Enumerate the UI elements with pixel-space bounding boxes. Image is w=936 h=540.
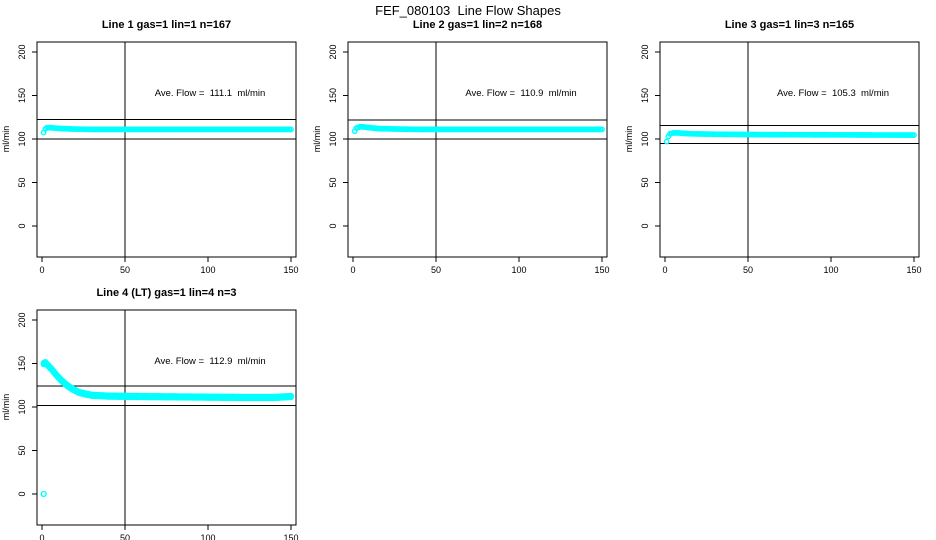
y-tick-label: 100 <box>328 131 338 146</box>
plot-canvas-line-3: 0 50 100 150 0 50 100 150 200 ml/min <box>624 41 922 275</box>
reference-lines <box>660 42 919 257</box>
subplot-title: Line 4 (LT) gas=1 lin=4 n=3 <box>96 287 237 299</box>
subplot-title: Line 1 gas=1 lin=1 n=167 <box>101 19 232 31</box>
y-axis-label: ml/min <box>1 394 11 421</box>
y-tick-label: 150 <box>328 88 338 103</box>
plot-box <box>659 41 920 258</box>
y-tick-label: 200 <box>17 312 27 327</box>
x-tick-label: 0 <box>350 265 355 275</box>
y-tick-label: 50 <box>640 177 650 187</box>
x-tick-label: 150 <box>283 265 298 275</box>
x-tick-label: 0 <box>39 265 44 275</box>
x-tick-label: 100 <box>200 533 215 540</box>
y-tick-label: 0 <box>328 223 338 228</box>
y-tick-label: 50 <box>17 177 27 187</box>
outlier-point <box>40 490 47 498</box>
y-tick-label: 200 <box>640 44 650 59</box>
x-tick-label: 0 <box>39 533 44 540</box>
subplot-title: Line 3 gas=1 lin=3 n=165 <box>724 19 855 31</box>
x-tick-label: 50 <box>743 265 753 275</box>
x-axis-ticks: 0 50 100 150 <box>662 257 922 275</box>
x-axis-ticks: 0 50 100 150 <box>39 525 299 540</box>
plot-canvas-line-2: 0 50 100 150 0 50 100 150 200 ml/min <box>312 41 610 275</box>
x-tick-label: 100 <box>511 265 526 275</box>
ave-flow-annotation: Ave. Flow = 112.9 ml/min <box>154 356 266 367</box>
x-axis-ticks: 0 50 100 150 <box>39 257 299 275</box>
data-point <box>288 126 294 133</box>
plot-canvas-line-1: 0 50 100 150 0 50 100 150 200 ml/min <box>1 41 299 275</box>
data-series <box>351 123 605 135</box>
y-axis-label: ml/min <box>624 126 634 153</box>
y-tick-label: 0 <box>17 491 27 496</box>
x-tick-label: 100 <box>200 265 215 275</box>
axes <box>36 41 297 258</box>
data-point <box>911 132 917 138</box>
data-point <box>288 392 294 399</box>
x-tick-label: 50 <box>120 265 130 275</box>
y-tick-label: 150 <box>640 88 650 103</box>
y-axis-label: ml/min <box>1 126 11 153</box>
y-tick-label: 0 <box>640 223 650 228</box>
x-tick-label: 150 <box>283 533 298 540</box>
plot-box <box>36 309 297 526</box>
ave-flow-annotation: Ave. Flow = 105.3 ml/min <box>776 88 890 99</box>
y-tick-label: 100 <box>640 131 650 146</box>
y-tick-label: 100 <box>17 399 27 414</box>
axes <box>659 41 920 258</box>
data-series <box>663 130 917 145</box>
y-axis-ticks: 0 50 100 150 200 <box>328 44 348 229</box>
figure-title: FEF_080103 Line Flow Shapes <box>375 3 561 18</box>
plot-box <box>36 41 297 258</box>
plot-box <box>347 41 608 258</box>
y-axis-ticks: 0 50 100 150 200 <box>640 44 660 229</box>
y-tick-label: 0 <box>17 223 27 228</box>
subplot-line-1: 0 50 100 150 0 50 100 150 200 ml/min Line 1 gas=1… <box>0 18 312 286</box>
y-tick-label: 200 <box>328 44 338 59</box>
axes <box>347 41 608 258</box>
subplot-line-4: 0 50 100 150 0 50 100 150 200 ml/min Line 4 (LT) … <box>0 286 312 540</box>
x-tick-label: 150 <box>906 265 921 275</box>
axes <box>36 309 297 526</box>
ave-flow-annotation: Ave. Flow = 110.9 ml/min <box>465 88 577 99</box>
x-tick-label: 150 <box>594 265 609 275</box>
y-axis-ticks: 0 50 100 150 200 <box>17 312 37 497</box>
subplot-title: Line 2 gas=1 lin=2 n=168 <box>412 19 543 31</box>
reference-lines <box>37 42 296 257</box>
y-axis-label: ml/min <box>312 126 322 153</box>
y-tick-label: 150 <box>17 88 27 103</box>
data-series <box>40 124 294 136</box>
x-tick-label: 50 <box>431 265 441 275</box>
y-tick-label: 200 <box>17 44 27 59</box>
y-axis-ticks: 0 50 100 150 200 <box>17 44 37 229</box>
y-tick-label: 150 <box>17 356 27 371</box>
x-tick-label: 0 <box>662 265 667 275</box>
data-point <box>663 138 670 145</box>
data-point <box>599 126 605 133</box>
y-tick-label: 100 <box>17 131 27 146</box>
x-tick-label: 100 <box>823 265 838 275</box>
ave-flow-annotation: Ave. Flow = 111.1 ml/min <box>154 88 266 99</box>
subplot-line-3: 0 50 100 150 0 50 100 150 200 ml/min Line 3 gas=1… <box>623 18 935 286</box>
data-series <box>40 358 294 498</box>
y-tick-label: 50 <box>17 445 27 455</box>
plot-canvas-line-4: 0 50 100 150 0 50 100 150 200 ml/min <box>1 309 299 540</box>
y-tick-label: 50 <box>328 177 338 187</box>
x-tick-label: 50 <box>120 533 130 540</box>
x-axis-ticks: 0 50 100 150 <box>350 257 610 275</box>
reference-lines <box>348 42 607 257</box>
subplot-line-2: 0 50 100 150 0 50 100 150 200 ml/min Line 2 gas=1… <box>311 18 623 286</box>
reference-lines <box>37 310 296 525</box>
